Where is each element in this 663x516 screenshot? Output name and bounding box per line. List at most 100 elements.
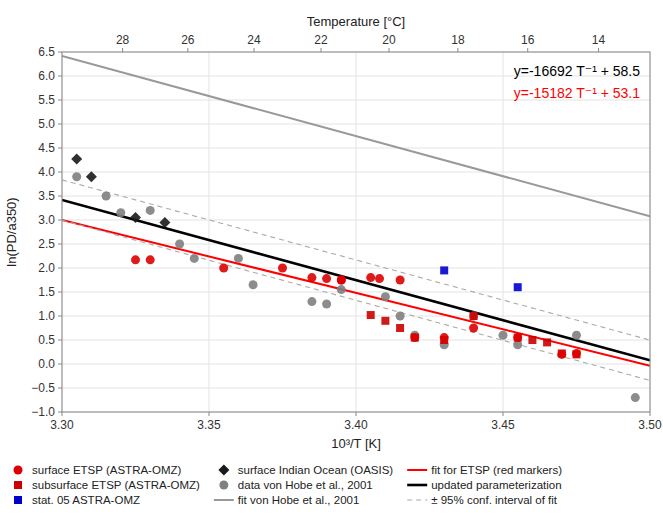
tick-label: 6.5 [38, 45, 55, 59]
data-point [514, 283, 522, 291]
tick [58, 148, 62, 149]
tick [598, 48, 599, 52]
grid-line [62, 148, 650, 149]
data-point [528, 336, 536, 344]
legend-item: surface ETSP (ASTRA-OMZ) [14, 464, 182, 476]
fit-line [62, 56, 650, 216]
tick-label: 3.5 [38, 189, 55, 203]
tick [321, 48, 322, 52]
scatter-series [131, 255, 581, 359]
tick [58, 100, 62, 101]
legend-item: stat. 05 ASTRA-OMZ [14, 494, 140, 506]
legend-label: subsurface ETSP (ASTRA-OMZ) [32, 479, 200, 491]
legend-label: updated parameterization [431, 479, 561, 491]
data-point [322, 300, 331, 309]
data-point [278, 264, 287, 273]
data-point [469, 324, 478, 333]
grid-line [62, 268, 650, 269]
fit-line [62, 220, 650, 366]
legend-item: surface Indian Ocean (OASIS) [218, 464, 393, 476]
tick [58, 388, 62, 389]
scatter-series [440, 266, 522, 291]
tick-label: 6.0 [38, 69, 55, 83]
data-point [159, 217, 170, 228]
tick [58, 364, 62, 365]
tick-label: 2.5 [38, 237, 55, 251]
legend-swatch [14, 496, 22, 504]
legend-item: ± 95% conf. interval of fit [407, 494, 558, 506]
axis-label: 10³/T [K] [331, 436, 381, 451]
grid-line [62, 340, 650, 341]
data-point [410, 333, 419, 342]
data-point [470, 312, 478, 320]
data-point [557, 350, 566, 359]
legend-label: ± 95% conf. interval of fit [431, 494, 558, 506]
tick-label: 20 [382, 33, 396, 47]
legend-label: data von Hobe et al., 2001 [238, 479, 373, 491]
tick-label: 4.5 [38, 141, 55, 155]
tick-label: −1.0 [31, 405, 55, 419]
data-point [130, 212, 141, 223]
data-point [116, 208, 125, 217]
data-point [440, 333, 449, 342]
data-point [572, 331, 581, 340]
tick-label: −0.5 [31, 381, 55, 395]
tick [388, 48, 389, 52]
tick [503, 412, 504, 416]
data-point [631, 393, 640, 402]
data-point [367, 311, 375, 319]
data-point [307, 297, 316, 306]
data-point [102, 192, 111, 201]
legend-label: surface ETSP (ASTRA-OMZ) [32, 464, 181, 476]
tick-label: 3.30 [50, 418, 74, 432]
axes: 3.303.353.403.453.50−1.0−0.50.00.51.01.5… [31, 33, 662, 432]
tick-label: 5.0 [38, 117, 55, 131]
grid [62, 52, 650, 412]
data-point [514, 334, 522, 342]
legend-swatch [407, 469, 427, 471]
annotation: y=-15182 T⁻¹ + 53.1 [514, 85, 640, 101]
data-point [71, 154, 82, 165]
tick-label: 1.5 [38, 285, 55, 299]
tick-label: 24 [247, 33, 261, 47]
tick [187, 48, 188, 52]
tick [58, 76, 62, 77]
legend-swatch [14, 466, 23, 475]
data-point [337, 276, 346, 285]
tick [58, 412, 62, 413]
axis-label: ln(PD/a350) [4, 197, 19, 266]
data-point [337, 285, 346, 294]
legend-label: fit for ETSP (red markers) [431, 464, 562, 476]
data-point [572, 349, 581, 358]
data-point [190, 254, 199, 263]
tick-label: 3.45 [491, 418, 515, 432]
legend-swatch [407, 484, 427, 487]
tick-label: 28 [116, 33, 130, 47]
tick [58, 220, 62, 221]
scatter-series [71, 154, 170, 228]
data-point [337, 276, 346, 285]
tick-label: 26 [181, 33, 195, 47]
legend-label: stat. 05 ASTRA-OMZ [32, 494, 140, 506]
scatter-series [72, 172, 640, 402]
tick-label: 3.35 [197, 418, 221, 432]
data-point [219, 264, 228, 273]
data-point [411, 334, 419, 342]
grid-line [62, 364, 650, 365]
legend-label: fit von Hobe et al., 2001 [238, 494, 359, 506]
tick-label: 16 [521, 33, 535, 47]
chart: 3.303.353.403.453.50−1.0−0.50.00.51.01.5… [0, 0, 663, 516]
tick-label: 4.0 [38, 165, 55, 179]
grid-line [503, 52, 504, 412]
tick [253, 48, 254, 52]
tick [58, 316, 62, 317]
legend-item: subsurface ETSP (ASTRA-OMZ) [14, 479, 200, 491]
grid-line [209, 52, 210, 412]
data-point [234, 254, 243, 263]
grid-line [62, 196, 650, 197]
tick [58, 340, 62, 341]
legend-swatch [407, 499, 427, 500]
annotation: y=-16692 T⁻¹ + 58.5 [514, 63, 640, 79]
tick-label: 5.5 [38, 93, 55, 107]
tick [58, 244, 62, 245]
